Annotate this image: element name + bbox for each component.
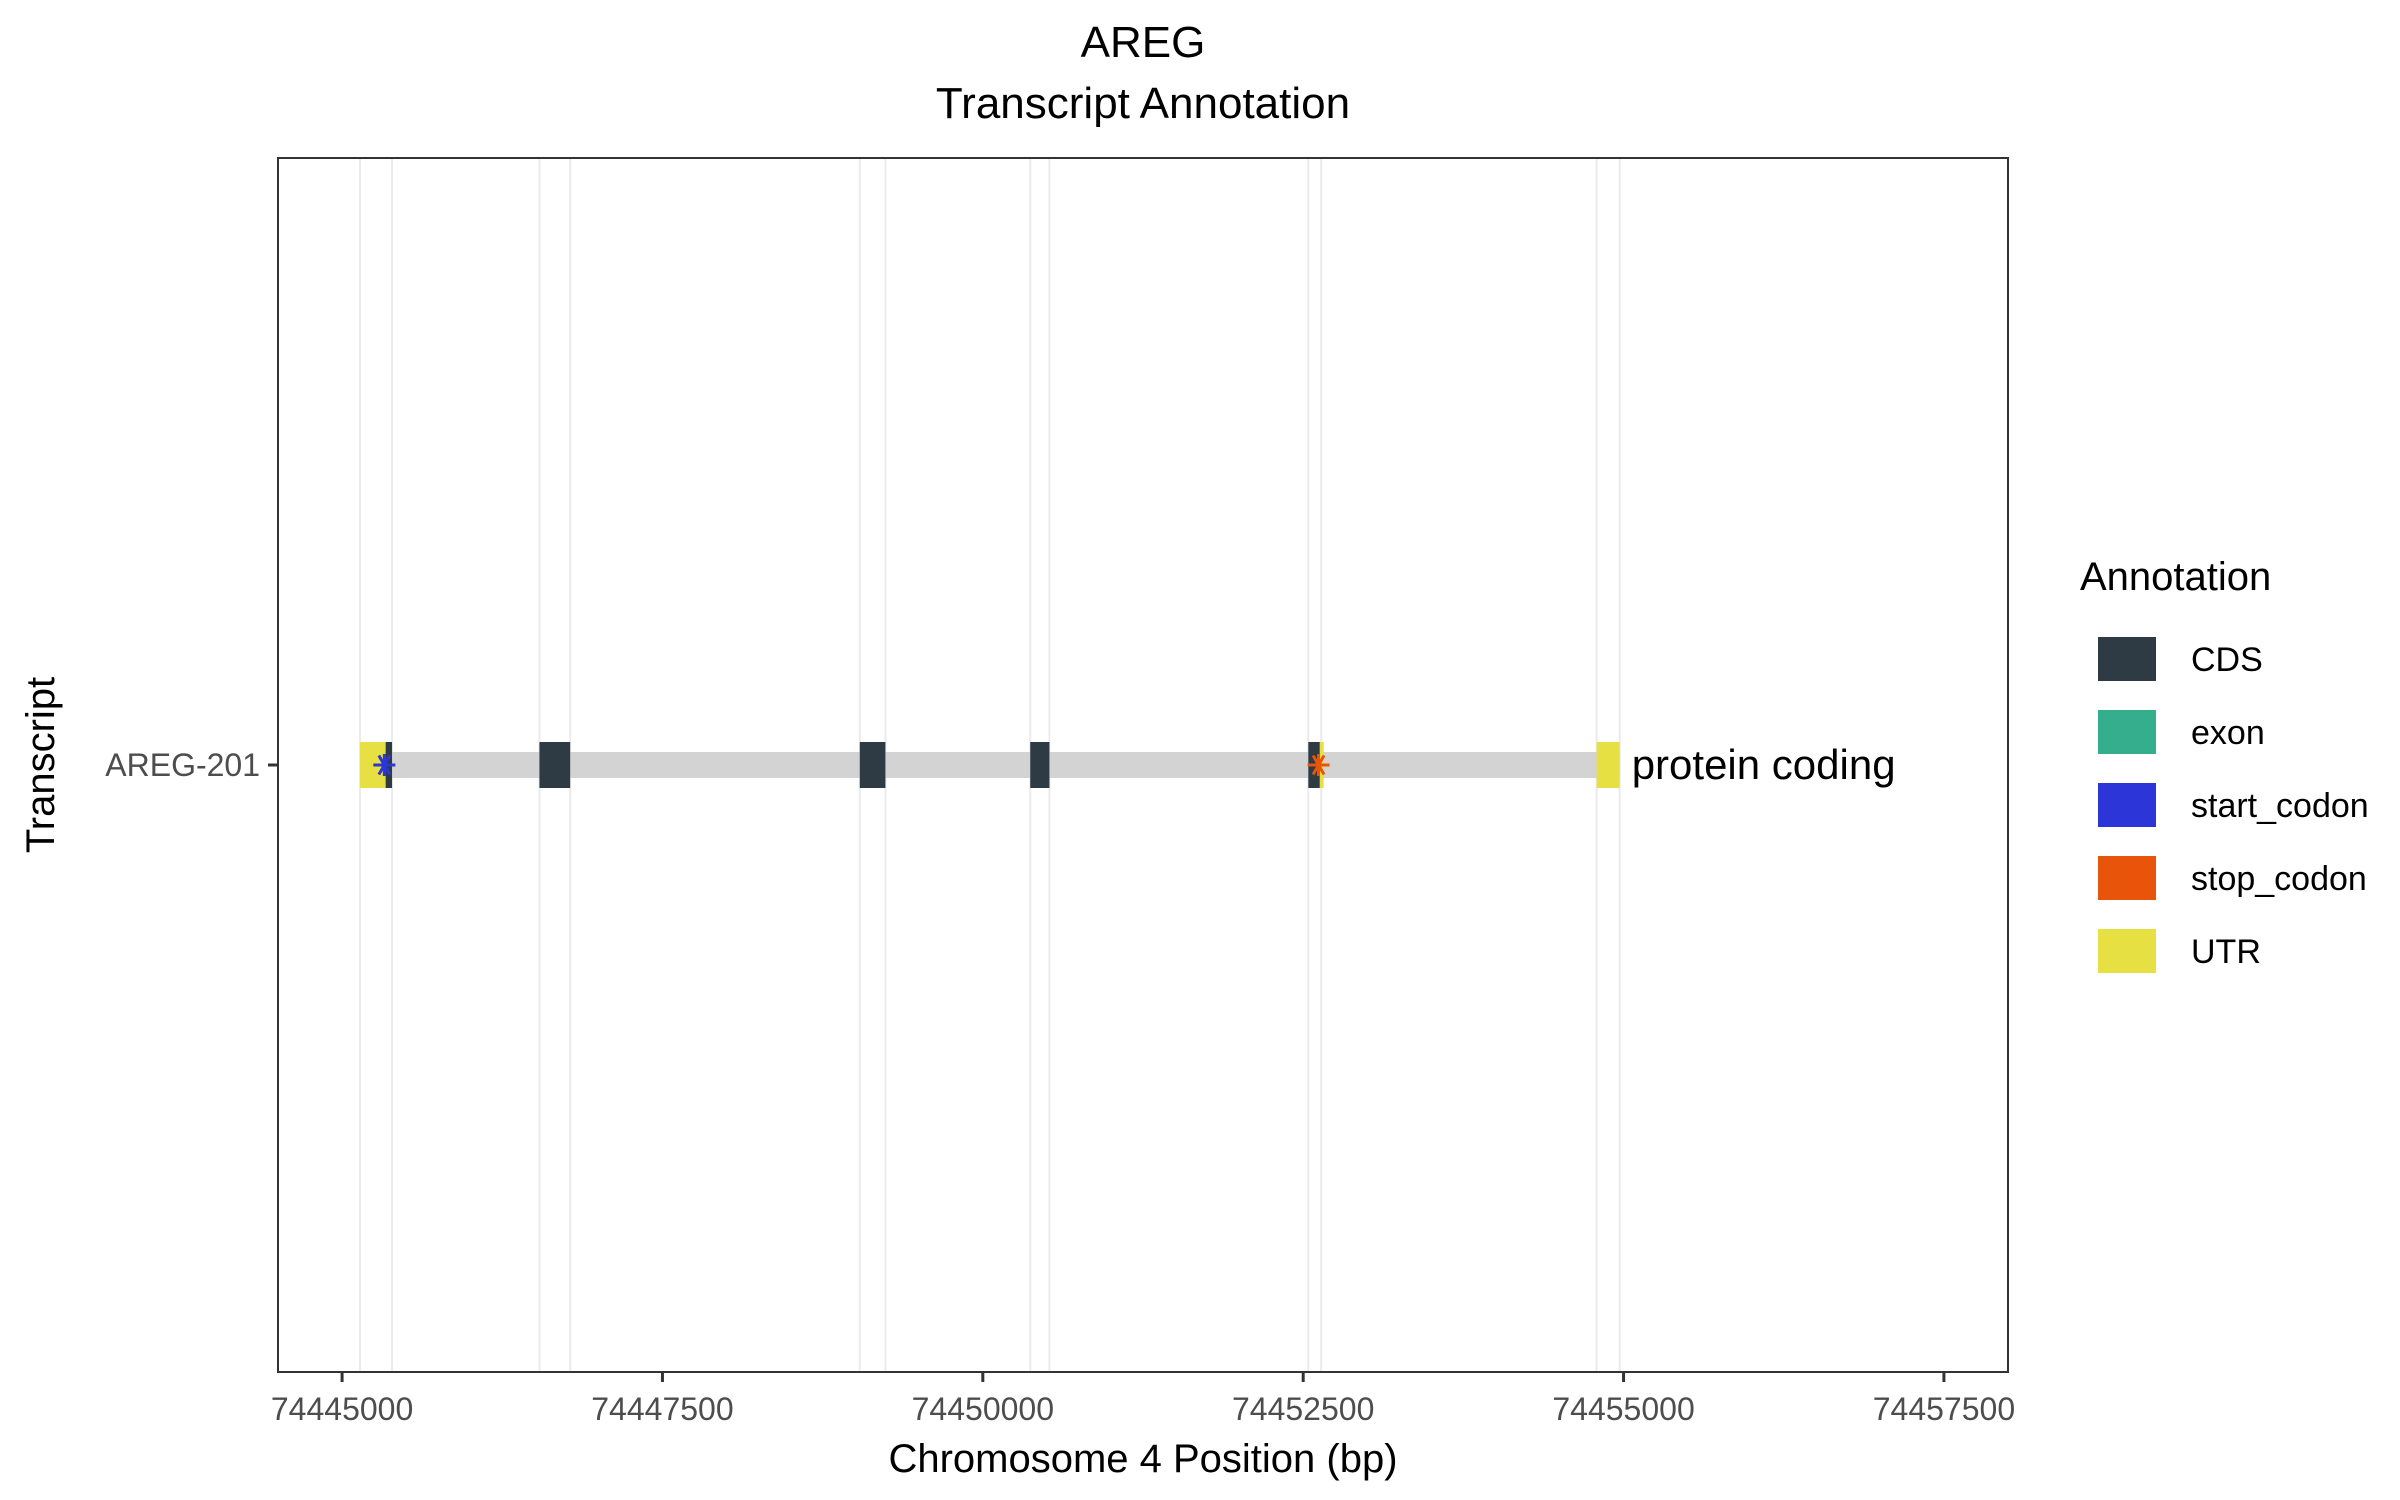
legend-key-cds — [2098, 637, 2156, 681]
legend: Annotation CDS exon start_codon stop_codon U… — [2080, 555, 2369, 973]
stop-codon-marker — [1307, 754, 1330, 776]
legend-label: exon — [2191, 714, 2265, 752]
cds-block — [539, 742, 571, 788]
legend-label: stop_codon — [2191, 860, 2367, 898]
legend-key-utr — [2098, 929, 2156, 973]
legend-key-exon — [2098, 710, 2156, 754]
x-tick-label: 74450000 — [912, 1391, 1054, 1427]
legend-key-start-codon — [2098, 783, 2156, 827]
legend-label: CDS — [2191, 641, 2263, 679]
utr-block — [1596, 742, 1620, 788]
start-codon-marker — [373, 754, 396, 776]
x-tick-label: 74455000 — [1552, 1391, 1694, 1427]
legend-label: UTR — [2191, 933, 2261, 971]
cds-block — [859, 742, 886, 788]
x-tick-label: 74457500 — [1873, 1391, 2015, 1427]
cds-block — [1030, 742, 1050, 788]
legend-key-stop-codon — [2098, 856, 2156, 900]
chart-subtitle: Transcript Annotation — [936, 79, 1350, 128]
x-tick-label: 74447500 — [591, 1391, 733, 1427]
legend-label: start_codon — [2191, 787, 2369, 825]
x-tick-label: 74445000 — [271, 1391, 413, 1427]
transcript-biotype-label: protein coding — [1632, 741, 1896, 788]
x-tick-label: 74452500 — [1232, 1391, 1374, 1427]
x-axis-title: Chromosome 4 Position (bp) — [888, 1437, 1397, 1481]
plot-area: protein coding — [360, 741, 1896, 788]
y-axis: AREG-201 — [105, 747, 278, 783]
y-axis-title: Transcript — [19, 677, 63, 853]
chart-title: AREG — [1081, 18, 1206, 67]
legend-title: Annotation — [2080, 555, 2271, 599]
y-tick-label: AREG-201 — [105, 747, 260, 783]
x-axis: 74445000 74447500 74450000 74452500 74455000… — [271, 1372, 2015, 1427]
